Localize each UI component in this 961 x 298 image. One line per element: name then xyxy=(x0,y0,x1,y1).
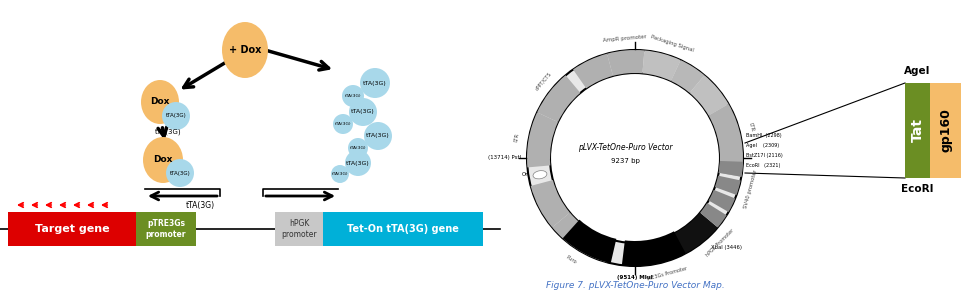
Text: Tat: Tat xyxy=(909,119,924,142)
FancyBboxPatch shape xyxy=(323,212,482,246)
Text: pTRE3Gs
promoter: pTRE3Gs promoter xyxy=(146,219,186,239)
Text: Puro: Puro xyxy=(564,254,577,265)
Text: tTA(3G): tTA(3G) xyxy=(366,134,389,139)
Text: tTA(3G): tTA(3G) xyxy=(155,129,181,135)
Text: gp160: gp160 xyxy=(939,108,951,153)
Text: tTA(3G): tTA(3G) xyxy=(346,161,369,165)
Text: EcoRI   (2321): EcoRI (2321) xyxy=(745,164,779,168)
Text: BstZ17I (2116): BstZ17I (2116) xyxy=(745,153,782,159)
Text: tTA(3G): tTA(3G) xyxy=(344,94,361,98)
Wedge shape xyxy=(530,180,569,227)
Circle shape xyxy=(331,165,349,183)
Wedge shape xyxy=(714,176,740,195)
Text: hPGK Promoter: hPGK Promoter xyxy=(704,228,734,258)
Text: TRE3Gs Promoter: TRE3Gs Promoter xyxy=(644,266,687,282)
Text: tTA(3G): tTA(3G) xyxy=(350,146,366,150)
Circle shape xyxy=(342,85,363,107)
Ellipse shape xyxy=(222,22,268,78)
Text: BamHI  (2298): BamHI (2298) xyxy=(745,134,780,139)
Circle shape xyxy=(333,114,353,134)
Text: + Dox: + Dox xyxy=(229,45,261,55)
Wedge shape xyxy=(718,161,742,177)
Circle shape xyxy=(161,102,190,130)
Wedge shape xyxy=(670,213,717,256)
Wedge shape xyxy=(689,75,727,116)
Text: tTA(3G): tTA(3G) xyxy=(165,114,186,119)
Text: AmpR promoter: AmpR promoter xyxy=(602,34,646,43)
Circle shape xyxy=(348,138,368,158)
Text: Target gene: Target gene xyxy=(35,224,110,234)
Wedge shape xyxy=(562,220,616,263)
Ellipse shape xyxy=(143,137,183,183)
Ellipse shape xyxy=(141,80,179,124)
Text: cPPT/CTS: cPPT/CTS xyxy=(533,71,552,91)
Circle shape xyxy=(166,159,194,187)
Text: 9237 bp: 9237 bp xyxy=(610,158,639,164)
Wedge shape xyxy=(700,203,726,227)
Ellipse shape xyxy=(532,171,546,179)
Wedge shape xyxy=(527,112,557,167)
Text: LTR: LTR xyxy=(747,122,753,132)
FancyBboxPatch shape xyxy=(8,212,136,246)
Wedge shape xyxy=(536,75,579,122)
FancyBboxPatch shape xyxy=(929,83,961,178)
Wedge shape xyxy=(708,190,734,212)
Wedge shape xyxy=(708,104,742,177)
Text: hPGK
promoter: hPGK promoter xyxy=(281,219,316,239)
FancyBboxPatch shape xyxy=(275,212,323,246)
Text: tTA(3G): tTA(3G) xyxy=(185,201,214,210)
FancyBboxPatch shape xyxy=(136,212,196,246)
Text: Figure 7. pLVX-TetOne-Puro Vector Map.: Figure 7. pLVX-TetOne-Puro Vector Map. xyxy=(545,282,724,291)
Text: (9514) MluI: (9514) MluI xyxy=(617,275,653,280)
Text: (13714) PstI: (13714) PstI xyxy=(488,156,521,161)
Text: Tet-On tTA(3G) gene: Tet-On tTA(3G) gene xyxy=(347,224,458,234)
Wedge shape xyxy=(621,231,685,266)
Text: Dox: Dox xyxy=(153,156,173,164)
Circle shape xyxy=(359,68,389,98)
FancyBboxPatch shape xyxy=(904,83,929,178)
Wedge shape xyxy=(670,60,703,93)
Wedge shape xyxy=(527,50,742,266)
Wedge shape xyxy=(606,50,644,76)
Text: LTR: LTR xyxy=(513,132,520,142)
Text: EcoRI: EcoRI xyxy=(900,184,933,194)
Text: tTA(3G): tTA(3G) xyxy=(334,122,351,126)
Wedge shape xyxy=(573,54,612,89)
Text: tTA(3G): tTA(3G) xyxy=(362,80,386,86)
Text: AgeI: AgeI xyxy=(903,66,930,76)
Text: XbaI (3446): XbaI (3446) xyxy=(711,245,742,250)
Text: SV40 promoter: SV40 promoter xyxy=(743,169,757,209)
Circle shape xyxy=(349,98,377,126)
Text: AgeI    (2309): AgeI (2309) xyxy=(745,144,778,148)
Circle shape xyxy=(363,122,391,150)
Wedge shape xyxy=(552,213,612,262)
Text: Ori: Ori xyxy=(522,172,530,177)
Wedge shape xyxy=(642,50,680,81)
Text: Packaging Signal: Packaging Signal xyxy=(650,35,694,53)
Text: pLVX-TetOne-Puro Vector: pLVX-TetOne-Puro Vector xyxy=(578,144,672,153)
Text: tTA(3G): tTA(3G) xyxy=(332,172,348,176)
Text: Dox: Dox xyxy=(150,97,169,106)
Circle shape xyxy=(345,150,371,176)
Wedge shape xyxy=(625,238,671,266)
Text: tTA(3G): tTA(3G) xyxy=(351,109,375,114)
Text: tTA(3G): tTA(3G) xyxy=(169,170,190,176)
